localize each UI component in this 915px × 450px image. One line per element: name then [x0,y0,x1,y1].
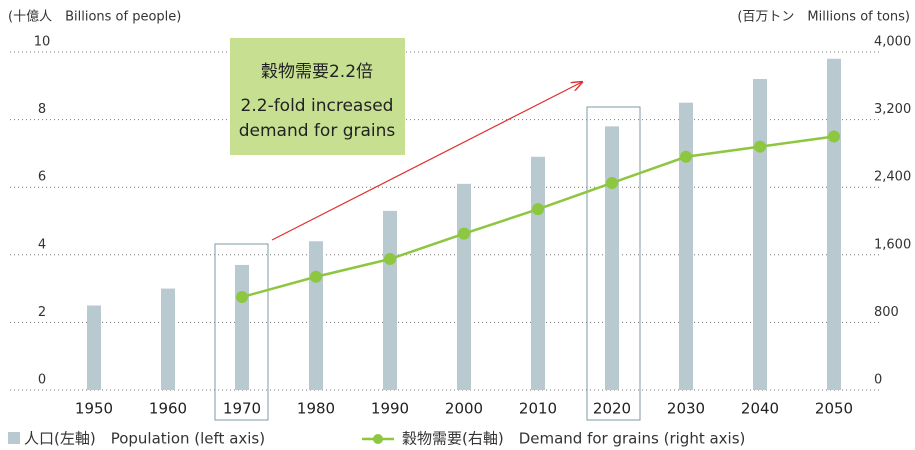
bar [605,126,619,391]
annotation: demand for grains [239,121,396,141]
y-tick-label: 6 [38,170,46,185]
annotation: 穀物需要2.2倍 [261,62,373,82]
y2-axis-label: (百万トン Millions of tons) [737,10,910,25]
bar [383,210,397,390]
legend-swatch [8,432,20,444]
y-axis-label: (十億人 Billions of people) [8,9,181,25]
x-tick-label: 2040 [741,400,779,418]
y2-tick-label: 2,400 [874,170,911,185]
y2-tick-label: 0 [874,373,882,388]
line-point [754,140,766,153]
y-tick-label: 0 [38,373,46,388]
line-point [236,291,248,304]
y-tick-label: 8 [38,102,46,117]
line-point [532,203,544,216]
y2-tick-label: 3,200 [874,102,911,117]
x-tick-label: 1960 [149,400,187,418]
line-point [828,130,840,143]
x-tick-label: 2020 [593,400,631,418]
y2-tick-label: 800 [874,305,899,320]
highlight-box [586,106,641,421]
arrow [271,82,582,241]
x-tick-label: 2050 [815,400,853,418]
line-point [310,270,322,283]
legend-label: 穀物需要(右軸) Demand for grains (right axis) [402,430,745,448]
x-tick-label: 1970 [223,400,261,418]
bar [309,241,323,390]
line-point [384,253,396,266]
x-tick-label: 1980 [297,400,335,418]
line-point [458,227,470,240]
line-point [606,176,618,189]
bar [531,156,545,390]
x-tick-label: 2010 [519,400,557,418]
highlight-box [214,243,269,421]
bar [753,79,767,390]
x-tick-label: 1950 [75,400,113,418]
y-tick-label: 2 [38,305,46,320]
bar [827,58,841,390]
bar [679,102,693,390]
legend-swatch [373,434,383,444]
bar [161,288,175,390]
bar [457,183,471,390]
line-point [680,150,692,163]
y-tick-label: 4 [38,237,46,252]
y2-tick-label: 1,600 [874,237,911,252]
annotation: 2.2-fold increased [241,96,394,116]
x-tick-label: 2000 [445,400,483,418]
x-tick-label: 1990 [371,400,409,418]
bar [87,305,101,390]
annotation-box [230,38,405,155]
legend-label: 人口(左軸) Population (left axis) [24,430,265,448]
y-tick-label: 10 [34,35,51,50]
bar [235,264,249,390]
x-tick-label: 2030 [667,400,705,418]
y2-tick-label: 4,000 [874,35,911,50]
